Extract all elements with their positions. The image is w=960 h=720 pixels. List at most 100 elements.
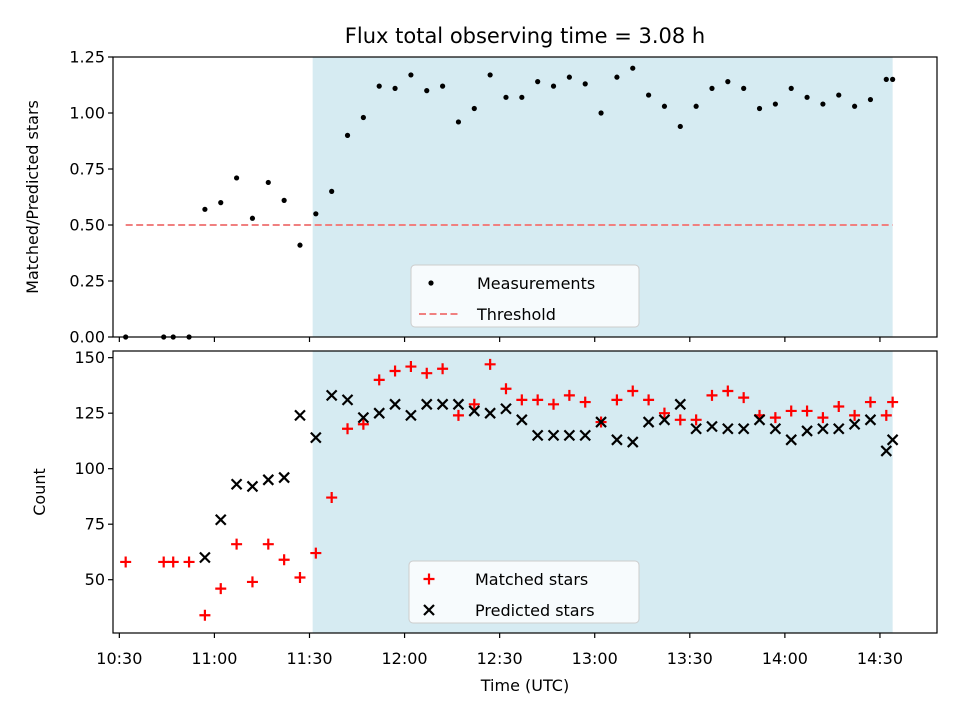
predicted-star-point [294, 409, 306, 422]
predicted-star-point [642, 416, 655, 428]
measurement-point [218, 200, 224, 206]
predicted-star-point [262, 474, 275, 486]
measurement-point [503, 94, 509, 100]
matched-star-point [643, 394, 655, 406]
predicted-star-point [341, 394, 354, 406]
count-y-axis-label: Count [30, 468, 49, 516]
matched-star-point [785, 405, 797, 417]
legend-box [410, 264, 640, 328]
predicted-star-point [674, 398, 687, 411]
measurement-point [202, 206, 208, 212]
predicted-star-point [769, 422, 782, 435]
legend-marker-swatch [428, 280, 434, 286]
measurement-point [646, 92, 652, 98]
predicted-star-point [199, 551, 211, 564]
matched-star-point [389, 365, 401, 377]
x-tick-label: 13:00 [572, 649, 618, 668]
measurement-point [408, 72, 414, 78]
matched-star-point [120, 556, 132, 568]
matched-star-point [405, 361, 417, 373]
y-tick-label: 0.75 [69, 160, 105, 179]
measurement-point [741, 85, 747, 91]
x-tick-label: 13:30 [667, 649, 713, 668]
matched-star-point [421, 367, 433, 379]
predicted-star-point [230, 478, 243, 491]
matched-star-point [183, 556, 195, 568]
matched-star-point [864, 396, 876, 408]
legend-marker-swatch [423, 604, 435, 616]
count-legend: Matched stars Predicted stars [408, 560, 640, 624]
measurement-point [788, 85, 794, 91]
predicted-star-point [880, 445, 893, 457]
predicted-star-point [325, 389, 338, 402]
x-axis-label: Time (UTC) [480, 676, 569, 695]
y-tick-label: 0.50 [69, 216, 105, 235]
matched-star-point [484, 358, 496, 370]
count-panel: 50 75 100 125 150 Count Matched stars Predict… [30, 348, 938, 638]
matched-star-point [500, 383, 512, 395]
predicted-star-point [516, 414, 528, 426]
predicted-star-point [753, 414, 766, 426]
predicted-star-point [278, 471, 290, 484]
matched-star-point [215, 583, 227, 595]
legend-label: Measurements [477, 274, 595, 293]
matched-star-point [262, 538, 274, 550]
predicted-star-point [468, 405, 481, 417]
matched-star-point [357, 418, 369, 430]
y-tick-label: 75 [85, 515, 105, 534]
measurement-point [487, 72, 493, 78]
measurement-point [329, 188, 335, 194]
measurement-point [440, 83, 446, 89]
measurement-point [614, 74, 620, 80]
predicted-star-point [722, 422, 734, 435]
measurement-point [630, 65, 636, 71]
measurement-point [693, 103, 699, 109]
matched-star-point [690, 414, 702, 426]
matched-star-point [722, 385, 734, 397]
predicted-star-point [579, 429, 591, 442]
measurement-point [566, 74, 572, 80]
measurement-point [867, 96, 874, 103]
measurement-point [772, 101, 778, 107]
matched-star-point [326, 492, 338, 504]
predicted-star-point [214, 513, 227, 526]
predicted-star-point [658, 414, 671, 426]
ratio-panel: 0.00 0.25 0.50 0.75 1.00 1.25 Matched/Predict… [23, 48, 938, 347]
matched-star-point [801, 405, 813, 417]
matched-star-point [769, 412, 781, 424]
matched-star-point [611, 394, 623, 406]
legend-label: Threshold [476, 305, 556, 324]
predicted-star-point [436, 398, 449, 411]
matched-star-point [516, 394, 528, 406]
x-tick-label: 10:30 [96, 649, 142, 668]
predicted-star-point [690, 422, 702, 435]
measurement-point [725, 79, 731, 85]
measurement-point [661, 103, 668, 109]
predicted-star-point [484, 407, 496, 419]
measurement-point [709, 85, 715, 91]
y-tick-label: 0.25 [69, 272, 105, 291]
predicted-star-point [357, 411, 370, 424]
predicted-star-point [547, 429, 560, 442]
measurement-point [313, 211, 319, 217]
matched-star-point [706, 389, 718, 401]
measurement-point [582, 81, 588, 87]
legend-label: Matched stars [475, 570, 588, 589]
predicted-star-point [706, 420, 718, 433]
y-tick-label: 0.00 [69, 328, 105, 347]
predicted-star-point [737, 422, 750, 435]
predicted-star-point [389, 398, 401, 411]
matched-star-point [817, 412, 829, 424]
predicted-star-point [405, 409, 417, 422]
measurement-point [677, 123, 683, 130]
ratio-y-axis-label: Matched/Predicted stars [23, 100, 42, 294]
matched-star-point [548, 398, 560, 410]
predicted-star-point [420, 398, 433, 411]
predicted-star-point [373, 407, 385, 419]
legend-label: Predicted stars [475, 601, 595, 620]
x-tick-label: 11:00 [191, 649, 237, 668]
predicted-star-point [310, 431, 322, 444]
x-axis-ticks: 10:30 11:00 11:30 12:00 12:30 13:00 13:30 14:00… [96, 649, 903, 668]
predicted-star-point [531, 429, 544, 442]
